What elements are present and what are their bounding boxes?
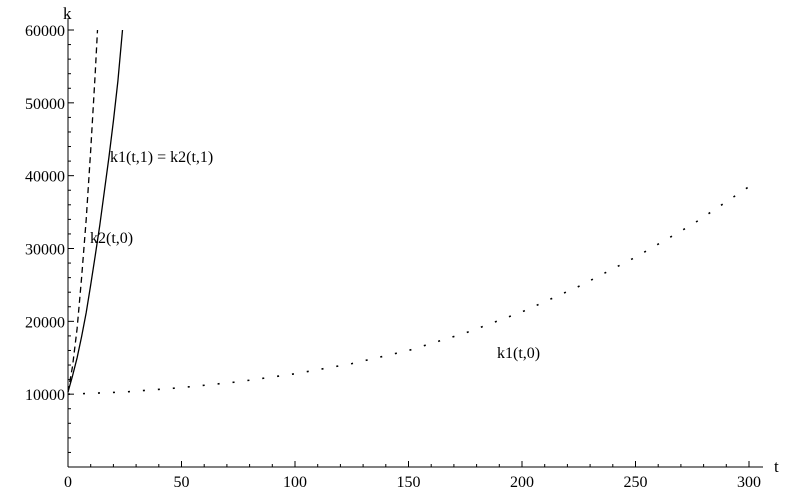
annotations: k1(t,1) = k2(t,1) k2(t,0) k1(t,0) xyxy=(90,149,540,362)
series-k2-t0-line xyxy=(67,29,99,393)
x-tick-label: 200 xyxy=(510,474,534,491)
series-layer xyxy=(67,29,750,395)
x-tick-label: 0 xyxy=(64,474,72,491)
annotation-k1-k2-t1: k1(t,1) = k2(t,1) xyxy=(110,149,213,166)
y-tick-label: 10000 xyxy=(25,387,65,404)
x-axis-title: t xyxy=(774,457,779,476)
y-tick-label: 50000 xyxy=(25,96,65,113)
y-tick-label: 40000 xyxy=(25,169,65,186)
y-tick-label: 30000 xyxy=(25,242,65,259)
x-tick-label: 50 xyxy=(174,474,190,491)
x-tick-label: 100 xyxy=(283,474,307,491)
x-axis: 0 50 100 150 200 250 300 t xyxy=(64,457,779,491)
x-tick-label: 300 xyxy=(737,474,761,491)
y-tick-label: 20000 xyxy=(25,314,65,331)
series-k1-t0-line xyxy=(67,185,750,395)
y-tick-label: 60000 xyxy=(25,23,65,40)
x-ticks: 0 50 100 150 200 250 300 xyxy=(64,461,761,491)
y-ticks: 10000 20000 30000 40000 50000 60000 xyxy=(25,23,74,453)
annotation-k2-t0: k2(t,0) xyxy=(90,230,133,247)
y-axis: 10000 20000 30000 40000 50000 60000 k xyxy=(25,4,74,467)
x-tick-label: 150 xyxy=(397,474,421,491)
annotation-k1-t0: k1(t,0) xyxy=(497,345,540,362)
series-k1-k2-t1-line xyxy=(67,29,124,393)
x-tick-label: 250 xyxy=(624,474,648,491)
y-axis-title: k xyxy=(63,4,72,23)
